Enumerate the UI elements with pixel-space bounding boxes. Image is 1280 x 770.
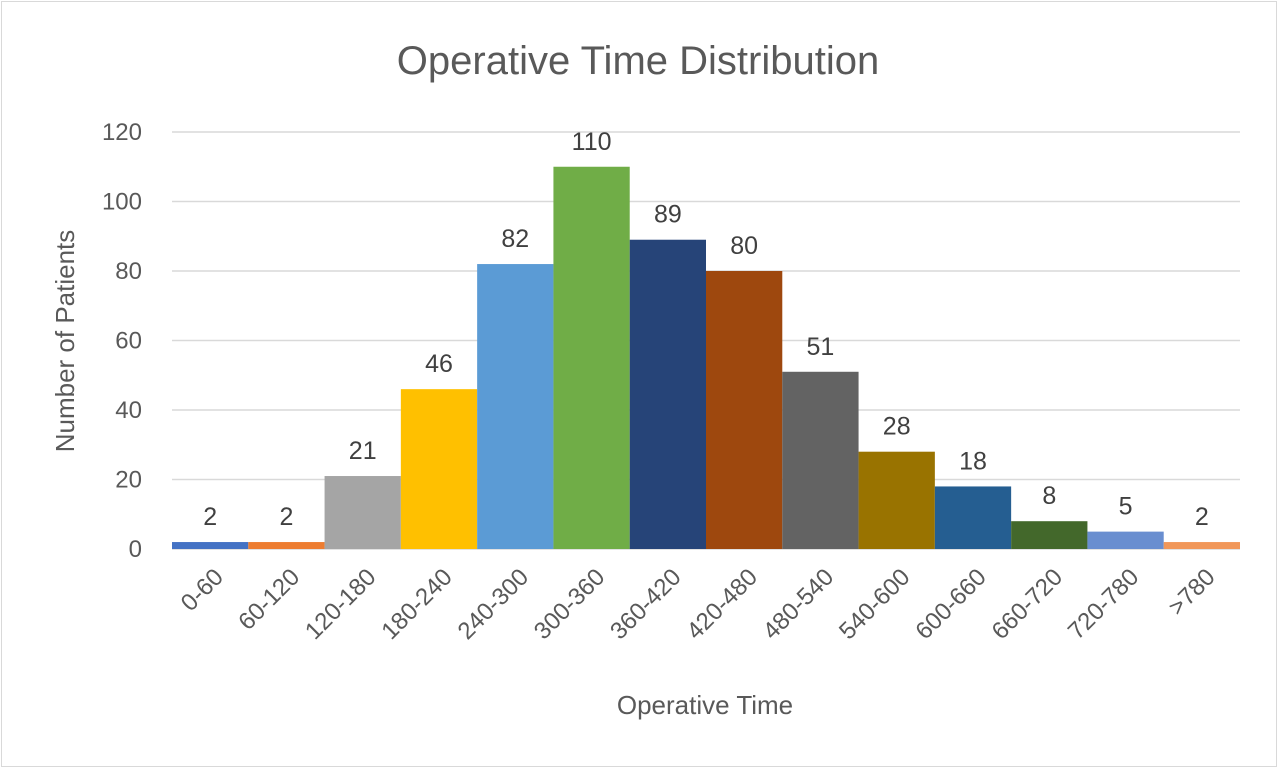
x-category-label: 420-480 (681, 564, 762, 645)
data-label: 46 (425, 350, 453, 378)
x-category-label: 180-240 (376, 564, 457, 645)
y-axis-ticks: 0 20 40 60 80 100 120 (102, 119, 142, 563)
x-category-label: 660-720 (987, 564, 1068, 645)
data-label: 80 (730, 232, 758, 260)
data-label: 8 (1042, 482, 1056, 510)
data-label: 21 (349, 437, 377, 465)
y-tick-label: 120 (102, 119, 142, 146)
y-tick-label: 0 (129, 536, 142, 563)
x-category-label: 240-300 (453, 564, 534, 645)
bar (1163, 542, 1240, 549)
y-tick-label: 60 (115, 328, 142, 355)
data-label: 2 (1195, 503, 1209, 531)
x-category-label: 60-120 (233, 564, 305, 636)
y-tick-label: 100 (102, 189, 142, 216)
data-label: 2 (279, 503, 293, 531)
x-axis-categories: 0-60 60-120120-180180-240240-300300-36036… (176, 564, 1221, 645)
y-tick-label: 20 (115, 467, 142, 494)
data-label: 2 (203, 503, 217, 531)
x-category-label: 540-600 (834, 564, 915, 645)
bar (706, 271, 783, 549)
bar (1011, 521, 1088, 549)
chart-title: Operative Time Distribution (397, 39, 879, 83)
bar (324, 476, 401, 549)
bar (782, 371, 859, 549)
x-category-label: 120-180 (300, 564, 381, 645)
bars (172, 166, 1240, 549)
x-category-label: 0-60 (176, 564, 229, 617)
x-category-label: 360-420 (605, 564, 686, 645)
x-category-label: 480-540 (758, 564, 839, 645)
data-label: 18 (959, 447, 987, 475)
x-category-label: 720-780 (1063, 564, 1144, 645)
data-label: 28 (883, 413, 911, 441)
data-label: 82 (501, 225, 529, 253)
bar (858, 451, 935, 549)
y-tick-label: 80 (115, 258, 142, 285)
data-label: 89 (654, 201, 682, 229)
data-label: 5 (1119, 493, 1133, 521)
x-category-label: 600-660 (910, 564, 991, 645)
bar (477, 264, 554, 549)
y-tick-label: 40 (115, 397, 142, 424)
bar (248, 542, 325, 549)
data-labels: 2 2 21 46 82 110 89 80 51 28 18 8 5 2 (203, 128, 1209, 531)
bar (629, 239, 706, 549)
x-category-label: >780 (1163, 564, 1220, 621)
x-category-label: 300-360 (529, 564, 610, 645)
x-axis-title: Operative Time (617, 690, 793, 720)
bar (934, 486, 1012, 549)
bar (400, 389, 478, 549)
data-label: 51 (807, 333, 835, 361)
bar (553, 166, 630, 549)
bar (172, 542, 249, 549)
bar (1087, 531, 1164, 549)
data-label: 110 (572, 128, 612, 156)
y-axis-title: Number of Patients (50, 230, 80, 453)
